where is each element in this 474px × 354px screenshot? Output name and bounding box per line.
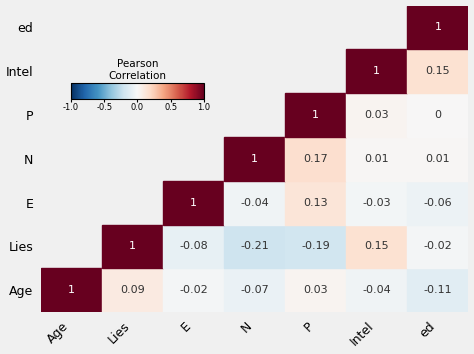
Bar [407, 137, 468, 181]
Bar [407, 49, 468, 93]
Bar [285, 268, 346, 312]
Text: 0.17: 0.17 [303, 154, 328, 164]
Text: 0.01: 0.01 [365, 154, 389, 164]
Text: 0: 0 [434, 110, 441, 120]
Bar [346, 268, 407, 312]
Bar [163, 268, 224, 312]
Bar [224, 137, 285, 181]
Bar [102, 224, 163, 268]
Text: 0.15: 0.15 [426, 66, 450, 76]
Bar [224, 224, 285, 268]
Text: 1: 1 [374, 66, 380, 76]
Bar [285, 93, 346, 137]
Bar [346, 224, 407, 268]
Text: 1: 1 [129, 241, 136, 251]
Text: 0.03: 0.03 [365, 110, 389, 120]
Text: -0.04: -0.04 [240, 198, 269, 207]
Text: 1: 1 [434, 22, 441, 33]
Bar [285, 137, 346, 181]
Text: -0.03: -0.03 [363, 198, 391, 207]
Text: 0.13: 0.13 [303, 198, 328, 207]
Bar [224, 268, 285, 312]
Text: 0.09: 0.09 [120, 285, 145, 295]
Text: 1: 1 [68, 285, 75, 295]
Bar [102, 268, 163, 312]
Text: -0.08: -0.08 [179, 241, 208, 251]
Text: 0.15: 0.15 [365, 241, 389, 251]
Text: -0.06: -0.06 [424, 198, 452, 207]
Bar [407, 181, 468, 224]
Bar [285, 224, 346, 268]
Text: -0.02: -0.02 [424, 241, 452, 251]
Text: -0.11: -0.11 [424, 285, 452, 295]
Bar [346, 137, 407, 181]
Text: 1: 1 [312, 110, 319, 120]
Text: -0.07: -0.07 [240, 285, 269, 295]
Bar [407, 224, 468, 268]
Bar [346, 49, 407, 93]
Bar [163, 224, 224, 268]
Bar [407, 6, 468, 49]
Title: Pearson
Correlation: Pearson Correlation [109, 59, 166, 81]
Bar [41, 268, 102, 312]
Bar [407, 268, 468, 312]
Bar [407, 93, 468, 137]
Text: 1: 1 [190, 198, 197, 207]
Text: -0.04: -0.04 [363, 285, 391, 295]
Bar [224, 181, 285, 224]
Text: 1: 1 [251, 154, 258, 164]
Text: -0.21: -0.21 [240, 241, 269, 251]
Bar [346, 93, 407, 137]
Text: -0.02: -0.02 [179, 285, 208, 295]
Text: 0.01: 0.01 [426, 154, 450, 164]
Bar [285, 181, 346, 224]
Text: 0.03: 0.03 [303, 285, 328, 295]
Text: -0.19: -0.19 [301, 241, 330, 251]
Bar [163, 181, 224, 224]
Bar [346, 181, 407, 224]
